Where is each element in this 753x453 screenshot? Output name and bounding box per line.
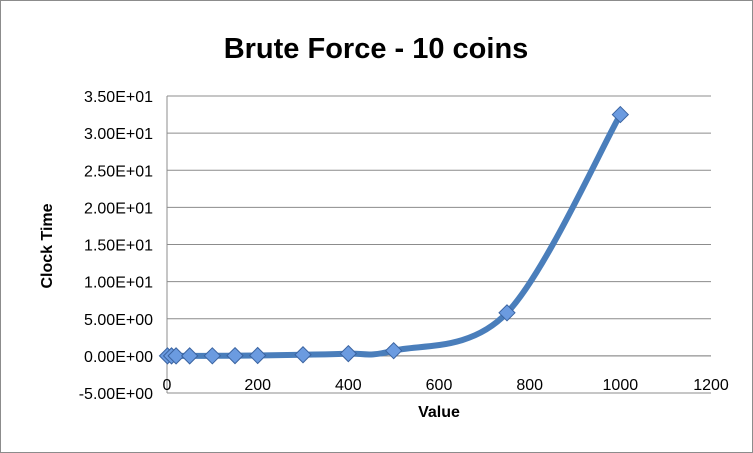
- x-tick-label: 800: [516, 377, 543, 394]
- y-axis-title: Clock Time: [39, 203, 56, 288]
- y-tick-label: 2.00E+01: [84, 200, 153, 217]
- series-line: [164, 111, 624, 359]
- y-tick-label: 0.00E+00: [84, 349, 153, 366]
- x-tick-label: 1200: [693, 377, 729, 394]
- gridlines: [167, 95, 711, 394]
- y-tick-label: 1.50E+01: [84, 238, 153, 255]
- x-tick-label: 400: [335, 377, 362, 394]
- data-point: [203, 347, 222, 365]
- y-tick-label: 2.50E+01: [84, 163, 153, 180]
- y-tick-labels: -5.00E+00 0.00E+00 5.00E+00 1.00E+01 1.50E+0…: [79, 89, 153, 403]
- data-point: [294, 346, 312, 364]
- data-point: [498, 304, 516, 322]
- x-tick-label: 0: [163, 377, 172, 394]
- y-tick-label: -5.00E+00: [79, 386, 153, 403]
- data-point: [167, 347, 185, 365]
- x-tick-labels: 0 200 400 600 800 1000 1200: [163, 377, 729, 394]
- x-tick-label: 1000: [603, 377, 639, 394]
- x-axis-title: Value: [418, 404, 460, 421]
- y-tick-label: 1.00E+01: [84, 275, 153, 292]
- data-point: [611, 105, 630, 124]
- series-layer: [158, 105, 630, 365]
- x-tick-label: 600: [426, 377, 453, 394]
- data-point: [248, 346, 267, 365]
- chart-title: Brute Force - 10 coins: [224, 33, 529, 65]
- y-tick-label: 3.00E+01: [84, 126, 153, 143]
- data-point: [226, 346, 244, 365]
- x-tick-label: 200: [244, 377, 271, 394]
- data-point: [384, 341, 403, 360]
- data-point: [180, 347, 199, 365]
- y-tick-label: 5.00E+00: [84, 312, 153, 329]
- data-point: [339, 344, 358, 363]
- y-tick-label: 3.50E+01: [84, 89, 153, 106]
